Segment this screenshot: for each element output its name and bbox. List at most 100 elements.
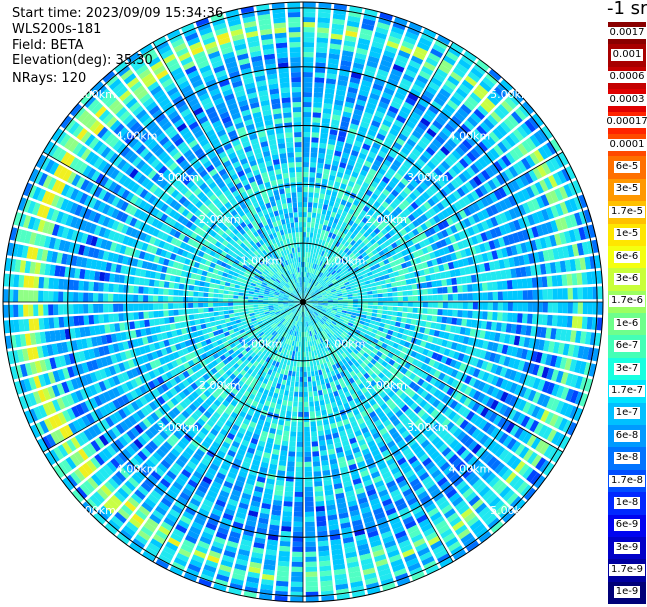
range-gate-cell [222,365,229,373]
range-gate-cell [570,374,579,388]
range-gate-cell [259,352,265,359]
range-gate-cell [263,367,269,374]
range-gate-cell [244,352,250,359]
range-gate-cell [331,309,337,313]
range-gate-cell [243,365,250,372]
range-gate-cell [89,270,96,281]
range-gate-cell [81,338,88,349]
range-gate-cell [206,272,213,278]
range-gate-cell [43,235,52,248]
range-gate-cell [312,302,318,304]
range-gate-cell [234,316,241,321]
range-gate-cell [253,490,263,498]
range-gate-cell [107,519,121,532]
range-gate-cell [283,298,289,300]
range-gate-cell [288,303,294,305]
range-gate-cell [452,520,465,532]
range-gate-cell [416,467,427,478]
range-gate-cell [308,386,313,392]
range-gate-cell [243,488,253,496]
range-gate-cell [88,210,97,222]
range-gate-cell [191,240,199,248]
range-gate-cell [259,359,265,365]
range-gate-cell [53,291,59,302]
range-gate-cell [296,341,299,347]
range-gate-cell [233,436,242,444]
range-gate-cell [103,367,112,378]
range-gate-cell [294,325,297,331]
range-gate-cell [492,302,498,311]
range-gate-cell [122,235,130,245]
range-gate-cell [260,507,271,515]
range-gate-cell [368,387,376,395]
range-gate-cell [296,456,303,462]
range-gate-cell [462,487,474,499]
range-gate-cell [171,330,178,337]
range-gate-cell [345,551,358,559]
range-gate-cell [214,335,221,341]
range-gate-cell [387,306,393,311]
range-gate-cell [193,336,201,344]
range-gate-cell [327,305,333,308]
range-gate-cell [251,551,264,559]
range-gate-cell [296,366,300,372]
range-gate-cell [307,302,313,303]
range-gate-cell [305,551,317,557]
range-gate-cell [240,356,247,363]
range-gate-cell [294,315,297,321]
range-gate-cell [471,428,481,439]
range-gate-cell [400,367,408,375]
range-gate-cell [216,573,230,583]
range-gate-cell [257,402,264,410]
range-gate-cell [466,319,473,327]
range-gate-cell [209,336,217,343]
range-gate-cell [540,327,547,339]
range-gate-cell [435,425,445,436]
range-gate-cell [223,351,231,358]
range-gate-cell [213,583,227,592]
range-gate-cell [23,410,34,425]
range-gate-cell [323,424,331,431]
range-gate-cell [245,270,251,275]
range-gate-cell [92,423,102,436]
range-gate-cell [219,428,228,437]
range-gate-cell [250,282,257,287]
range-gate-cell [114,454,125,466]
range-gate-cell [256,350,263,357]
range-gate-cell [183,397,192,406]
range-gate-cell [412,307,418,313]
range-gate-cell [259,275,266,280]
range-gate-cell [290,586,303,592]
range-gate-cell [149,513,162,525]
range-gate-cell [377,521,390,530]
range-gate-cell [180,270,187,278]
range-gate-cell [240,258,246,264]
range-gate-cell [323,335,328,341]
range-gate-cell [168,410,177,420]
range-gate-cell [160,213,168,222]
range-gate-cell [217,329,224,335]
range-gate-cell [152,509,165,521]
range-gate-cell [285,338,289,345]
range-gate-cell [253,274,260,280]
range-gate-cell [170,532,183,543]
range-gate-cell [246,267,253,272]
range-gate-cell [280,290,286,294]
range-gate-cell [328,376,334,383]
range-gate-cell [308,351,312,357]
range-gate-cell [370,471,381,479]
range-gate-cell [351,342,358,349]
range-gate-cell [131,183,141,194]
range-gate-cell [304,461,312,467]
range-gate-cell [411,393,420,402]
range-gate-cell [325,499,336,506]
range-gate-cell [415,542,428,553]
range-gate-cell [138,385,148,395]
range-gate-cell [367,586,381,595]
range-gate-cell [313,318,317,324]
range-gate-cell [102,447,113,460]
range-gate-cell [29,332,37,346]
range-gate-cell [229,582,243,591]
range-gate-cell [478,419,488,430]
range-gate-cell [451,379,459,389]
